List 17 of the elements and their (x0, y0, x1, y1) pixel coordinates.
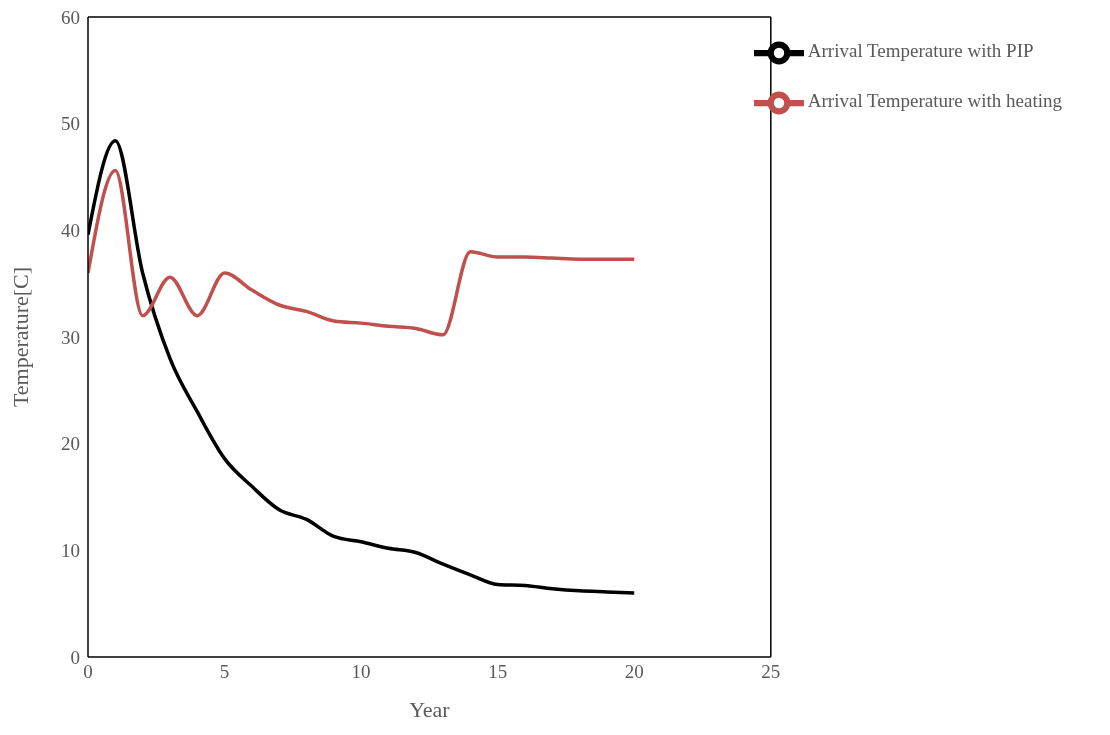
y-tick-label: 40 (61, 220, 80, 242)
y-tick-label: 10 (61, 540, 80, 562)
y-tick-label: 0 (70, 646, 80, 668)
x-tick-label: 25 (761, 661, 781, 683)
legend-label: Arrival Temperature with heating (807, 90, 1062, 112)
x-tick-label: 15 (488, 661, 508, 683)
y-tick-label: 50 (61, 113, 80, 135)
line-series (88, 168, 636, 337)
x-tick-label: 5 (219, 661, 230, 683)
x-tick-label: 10 (351, 661, 371, 683)
x-tick-label: 20 (624, 661, 644, 683)
x-axis-title: Year (409, 697, 451, 722)
y-tick-label: 60 (61, 6, 80, 28)
y-tick-label: 20 (61, 433, 80, 455)
y-axis-title: Temperature[C] (7, 266, 33, 408)
legend-label: Arrival Temperature with PIP (807, 40, 1034, 62)
y-tick-label: 30 (61, 326, 80, 348)
